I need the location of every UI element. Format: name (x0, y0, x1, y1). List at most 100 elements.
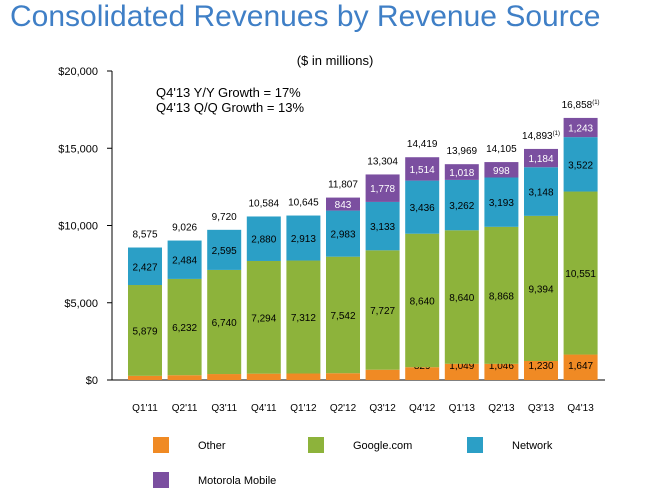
bar-segment (444, 164, 479, 180)
data-label: 843 (335, 200, 352, 211)
bar-segment (286, 215, 321, 261)
bar-segment (524, 215, 558, 361)
bar-segment (286, 373, 321, 380)
bar-segment (326, 256, 360, 374)
data-label: 7,542 (330, 311, 355, 322)
total-label: 9,720 (212, 212, 237, 223)
data-label: 6,232 (172, 323, 197, 334)
data-label: 1,647 (568, 361, 593, 372)
bar-segment (444, 363, 479, 380)
total-label: 16,858(1) (562, 100, 600, 111)
bar-segment (365, 174, 400, 202)
bar-segment (128, 375, 162, 380)
data-label: 2,913 (291, 234, 316, 245)
legend-label: Motorola Mobile (198, 475, 276, 487)
total-label: 14,105 (486, 144, 517, 155)
x-tick-label: Q4'13 (567, 403, 594, 414)
bar-segment (167, 278, 202, 376)
bar-segment (444, 179, 479, 231)
bar-segment (444, 230, 479, 364)
bar-segment (405, 180, 440, 234)
bar-segment (405, 367, 440, 380)
data-label: 2,427 (132, 262, 157, 273)
total-label: 14,419 (407, 139, 438, 150)
data-label: 2,595 (212, 246, 237, 257)
bar-segment (286, 260, 321, 374)
data-label: 3,262 (449, 201, 474, 212)
data-label: 1,514 (410, 165, 435, 176)
total-label: 10,645 (288, 198, 319, 209)
total-label: 9,026 (172, 223, 197, 234)
bar-segment (405, 233, 440, 368)
data-label: 6,740 (212, 318, 237, 329)
growth-annotation-qoq: Q4'13 Q/Q Growth = 13% (156, 100, 305, 115)
data-label: 1,778 (370, 184, 395, 195)
x-tick-label: Q3'12 (369, 403, 396, 414)
bar-segment (484, 177, 519, 227)
total-label: 13,969 (447, 146, 478, 157)
data-label: 3,522 (568, 160, 593, 171)
data-label: 1,049 (449, 361, 474, 372)
legend-swatch (153, 437, 169, 453)
bar-segment (365, 201, 400, 251)
total-label: 10,584 (249, 198, 280, 209)
data-label: 8,640 (449, 293, 474, 304)
bar-segment (365, 250, 400, 370)
legend-swatch (467, 437, 483, 453)
x-tick-label: Q2'11 (172, 403, 198, 414)
data-label: 998 (493, 166, 510, 177)
x-tick-label: Q1'13 (449, 403, 476, 414)
total-label: 13,304 (367, 156, 398, 167)
data-label: 3,148 (528, 188, 553, 199)
data-label: 1,018 (449, 168, 474, 179)
bar-segment (246, 373, 281, 380)
bar-segment (563, 354, 598, 380)
growth-annotation-yoy: Q4'13 Y/Y Growth = 17% (156, 85, 301, 100)
bar-segment (207, 269, 242, 375)
chart-subtitle: ($ in millions) (297, 53, 374, 68)
bar-segment (326, 197, 360, 211)
total-label: 8,575 (132, 230, 157, 241)
data-label: 7,312 (291, 313, 316, 324)
x-tick-label: Q1'12 (290, 403, 317, 414)
data-label: 8,640 (410, 296, 435, 307)
data-label: 3,133 (370, 222, 395, 233)
y-tick-label: $0 (86, 375, 98, 387)
bar-segment (563, 191, 598, 355)
bar-segment (128, 247, 162, 286)
bar-segment (167, 240, 202, 279)
x-tick-label: Q1'11 (132, 403, 158, 414)
data-label: 2,484 (172, 256, 197, 267)
data-label: 3,436 (410, 203, 435, 214)
x-tick-label: Q3'11 (211, 403, 237, 414)
data-label: 2,880 (251, 235, 276, 246)
bar-segment (524, 360, 558, 380)
data-label: 1,046 (489, 361, 514, 372)
bar-segment (563, 117, 598, 138)
bar-segment (167, 375, 202, 380)
bar-segment (484, 226, 519, 364)
data-label: 8,868 (489, 291, 514, 302)
x-tick-label: Q4'12 (409, 403, 436, 414)
total-label: 11,807 (328, 180, 358, 191)
legend-swatch (153, 472, 169, 488)
total-label: 14,893(1) (522, 131, 560, 142)
data-label: 1,184 (528, 154, 553, 165)
bar-segment (524, 167, 558, 216)
data-label: 9,394 (528, 284, 553, 295)
footnote-marker: (1) (592, 100, 599, 106)
data-label: 7,727 (370, 306, 395, 317)
x-tick-label: Q3'13 (528, 403, 555, 414)
bar-segment (246, 216, 281, 261)
y-tick-label: $15,000 (58, 143, 98, 155)
bar-segment (128, 285, 162, 376)
data-label: 3,193 (489, 198, 514, 209)
bar-segment (365, 369, 400, 380)
y-tick-label: $10,000 (58, 221, 98, 233)
data-label: 1,243 (568, 124, 593, 135)
data-label: 7,294 (251, 313, 276, 324)
bar-segment (484, 162, 519, 178)
y-tick-label: $5,000 (64, 298, 98, 310)
bar-segment (524, 148, 558, 168)
